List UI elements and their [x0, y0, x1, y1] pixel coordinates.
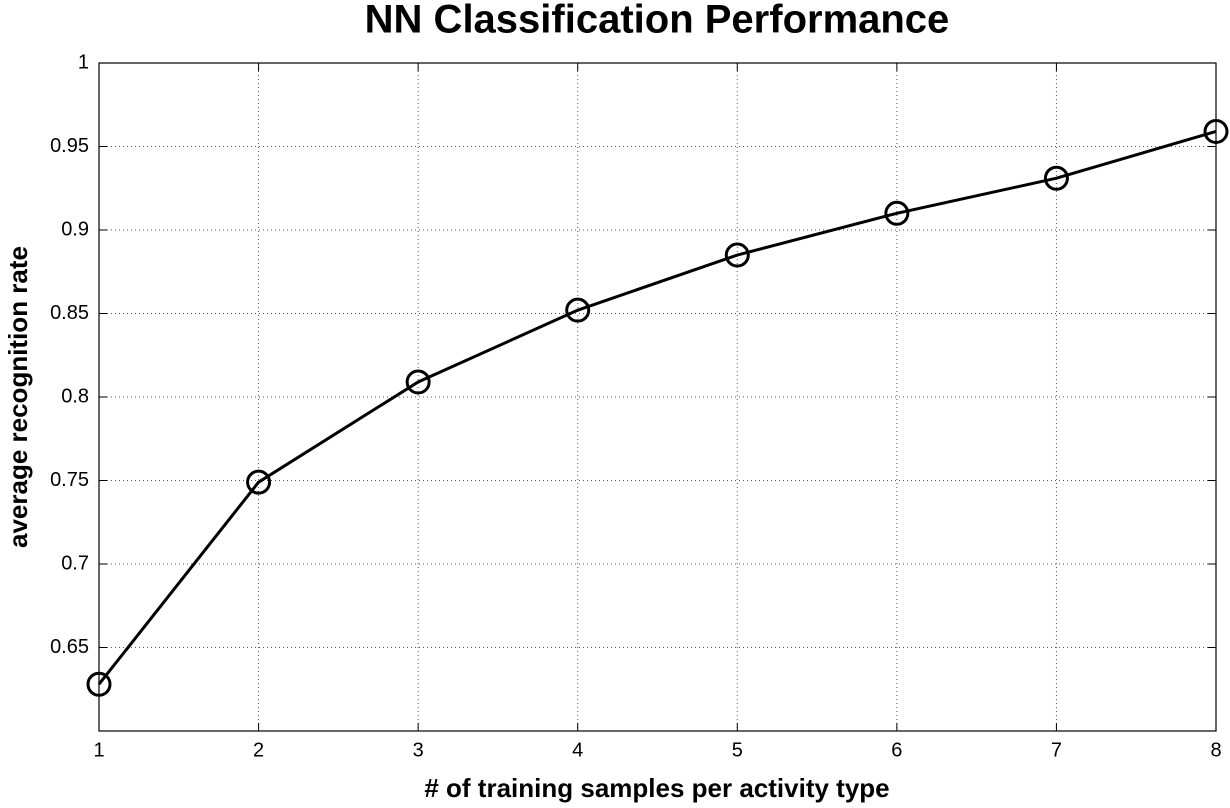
marker — [565, 297, 591, 323]
plot-frame — [98, 62, 1217, 732]
marker — [1203, 118, 1229, 144]
x-tick-label: 5 — [732, 739, 743, 761]
y-tick-label: 0.8 — [61, 385, 89, 407]
y-tick-label: 0.65 — [50, 636, 89, 658]
x-tick-label: 6 — [891, 739, 902, 761]
chart-title: NN Classification Performance — [365, 0, 950, 42]
x-tick-label: 4 — [572, 739, 583, 761]
marker — [86, 671, 112, 697]
y-tick-label: 1 — [78, 51, 89, 73]
y-tick-label: 0.7 — [61, 552, 89, 574]
marker — [246, 469, 272, 495]
y-tick-label: 0.95 — [50, 135, 89, 157]
x-tick-label: 3 — [413, 739, 424, 761]
marker — [724, 242, 750, 268]
x-tick-label: 1 — [93, 739, 104, 761]
y-tick-label: 0.75 — [50, 469, 89, 491]
marker — [1043, 165, 1069, 191]
y-axis-label: average recognition rate — [3, 246, 33, 548]
marker — [884, 200, 910, 226]
x-tick-label: 7 — [1051, 739, 1062, 761]
marker — [405, 369, 431, 395]
line — [97, 130, 1217, 686]
x-tick-label: 8 — [1210, 739, 1221, 761]
y-tick-label: 0.85 — [50, 302, 89, 324]
x-tick-label: 2 — [253, 739, 264, 761]
x-axis-label: # of training samples per activity type — [424, 773, 889, 803]
y-tick-label: 0.9 — [61, 218, 89, 240]
